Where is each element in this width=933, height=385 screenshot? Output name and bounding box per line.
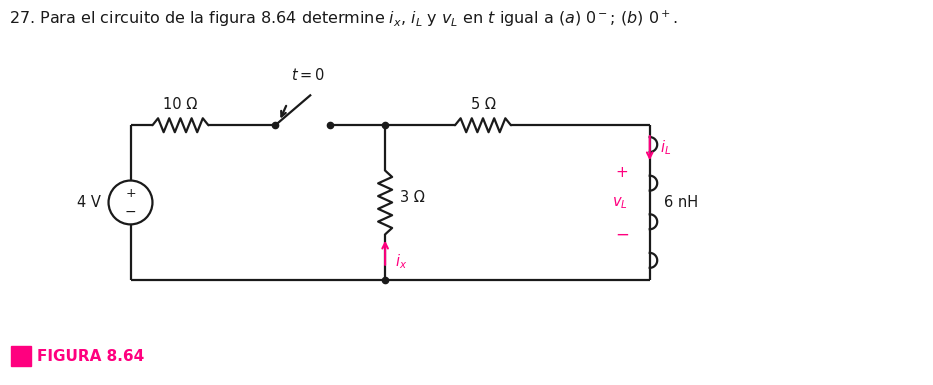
Text: −: −	[125, 204, 136, 218]
Text: $i_x$: $i_x$	[395, 253, 408, 271]
Text: 3 Ω: 3 Ω	[400, 190, 425, 205]
Text: +: +	[616, 165, 628, 180]
Text: +: +	[125, 187, 136, 201]
Text: FIGURA 8.64: FIGURA 8.64	[36, 349, 144, 364]
Text: 5 Ω: 5 Ω	[470, 97, 495, 112]
Text: 27. Para el circuito de la figura 8.64 determine $i_x$, $i_L$ y $v_L$ en $t$ igu: 27. Para el circuito de la figura 8.64 d…	[8, 9, 677, 29]
Text: $i_L$: $i_L$	[660, 138, 671, 157]
Text: 10 Ω: 10 Ω	[163, 97, 198, 112]
FancyBboxPatch shape	[10, 346, 31, 367]
Text: 4 V: 4 V	[77, 195, 101, 210]
Text: $t=0$: $t=0$	[291, 67, 325, 84]
Text: $v_L$: $v_L$	[612, 196, 628, 211]
Text: −: −	[615, 225, 629, 243]
Text: 6 nH: 6 nH	[663, 195, 698, 210]
